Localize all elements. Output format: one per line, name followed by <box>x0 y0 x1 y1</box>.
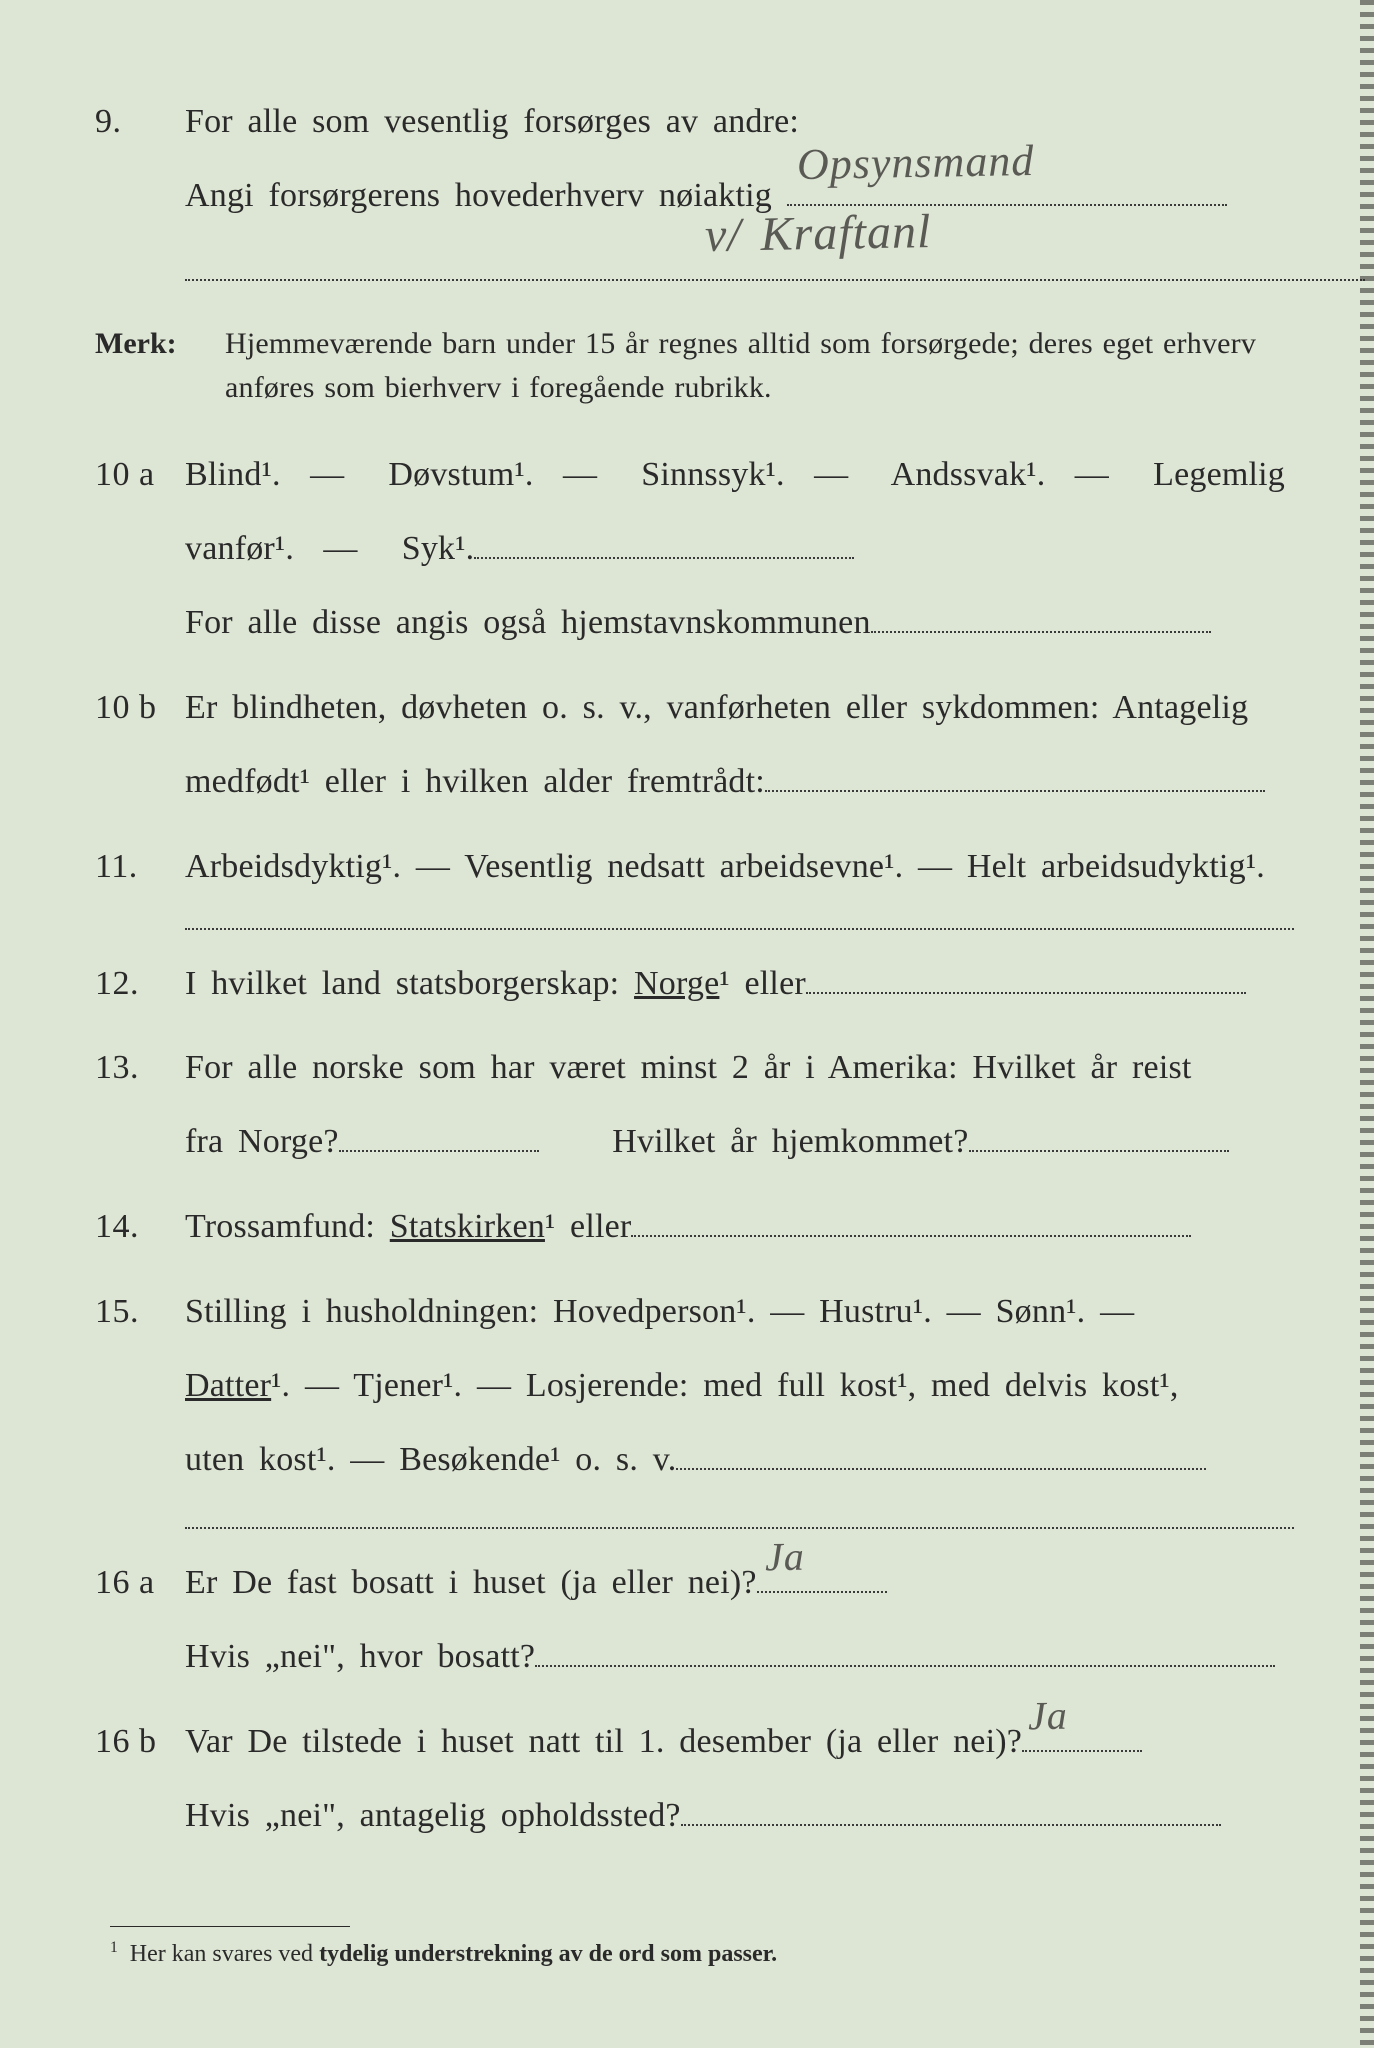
q16b-number: 16 b <box>95 1710 185 1775</box>
q15-line2: Datter¹. — Tjener¹. — Losjerende: med fu… <box>95 1353 1294 1419</box>
q10b-line2-text: medfødt¹ eller i hvilken alder fremtrådt… <box>185 763 765 800</box>
q11-row: 11. Arbeidsdyktig¹. — Vesentlig nedsatt … <box>95 835 1294 900</box>
q15-row1: 15. Stilling i husholdningen: Hovedperso… <box>95 1280 1294 1345</box>
q10a-line3: For alle disse angis også hjemstavnskomm… <box>95 590 1294 656</box>
q15-line3: uten kost¹. — Besøkende¹ o. s. v. <box>95 1427 1294 1493</box>
q10a-number: 10 a <box>95 443 185 508</box>
q10a-opt-syk: Syk¹. <box>402 530 475 567</box>
q16b-handwriting: Ja <box>1027 1678 1068 1755</box>
q12-post: ¹ eller <box>719 965 806 1002</box>
q16a-handwriting: Ja <box>764 1519 805 1596</box>
q16a-row1: 16 a Er De fast bosatt i huset (ja eller… <box>95 1551 1294 1616</box>
merk-text: Hjemmeværende barn under 15 år regnes al… <box>225 322 1294 409</box>
q16b-line2-text: Hvis „nei", antagelig opholdssted? <box>185 1797 681 1834</box>
q14-row: 14. Trossamfund: Statskirken¹ eller <box>95 1195 1294 1260</box>
q10b-row1: 10 b Er blindheten, døvheten o. s. v., v… <box>95 676 1294 741</box>
q12-underlined: Norge <box>634 965 719 1002</box>
q13-ans1-line[interactable] <box>339 1150 539 1152</box>
q10a-line2: vanfør¹. — Syk¹. <box>95 516 1294 582</box>
q13-line2b: Hvilket år hjemkommet? <box>612 1123 968 1160</box>
q10a-opt-sinnssyk: Sinnssyk¹. <box>641 456 785 493</box>
q13-line1: For alle norske som har været minst 2 år… <box>185 1036 1294 1101</box>
q16a-number: 16 a <box>95 1551 185 1616</box>
q9-answer2-line[interactable]: v/ Kraftanl <box>185 235 1365 281</box>
q9-line2: Angi forsørgerens hovederhverv nøiaktig … <box>95 163 1294 229</box>
q11-number: 11. <box>95 835 185 900</box>
q10a-opt-blind: Blind¹. <box>185 456 281 493</box>
footnote-bold: tydelig understrekning av de ord som pas… <box>319 1941 777 1967</box>
q10b-answer-line[interactable] <box>765 790 1265 792</box>
q12-number: 12. <box>95 952 185 1017</box>
q9-line1: For alle som vesentlig forsørges av andr… <box>185 90 1294 155</box>
footnote-sup: 1 <box>110 1939 118 1956</box>
q12-text: I hvilket land statsborgerskap: Norge¹ e… <box>185 952 1294 1017</box>
q9-handwriting2: v/ Kraftanl <box>704 185 932 283</box>
q10a-row1: 10 a Blind¹. — Døvstum¹. — Sinnssyk¹. — … <box>95 443 1294 508</box>
footnote-pre: Her kan svares ved <box>130 1941 319 1967</box>
q15-extra-line[interactable] <box>185 1527 1294 1529</box>
q13-row1: 13. For alle norske som har været minst … <box>95 1036 1294 1101</box>
q16b-line1-text: Var De tilstede i huset natt til 1. dese… <box>185 1723 1022 1760</box>
q16a-line1-text: Er De fast bosatt i huset (ja eller nei)… <box>185 1564 757 1601</box>
q14-text: Trossamfund: Statskirken¹ eller <box>185 1195 1294 1260</box>
q10b-line2: medfødt¹ eller i hvilken alder fremtrådt… <box>95 749 1294 815</box>
q10a-line1: Blind¹. — Døvstum¹. — Sinnssyk¹. — Andss… <box>185 443 1294 508</box>
q9-number: 9. <box>95 90 185 155</box>
q15-line2-rest: ¹. — Tjener¹. — Losjerende: med full kos… <box>271 1367 1178 1404</box>
q14-pre: Trossamfund: <box>185 1208 390 1245</box>
q13-number: 13. <box>95 1036 185 1101</box>
q15-datter-underlined: Datter <box>185 1367 271 1404</box>
q13-line2: fra Norge? Hvilket år hjemkommet? <box>95 1109 1294 1175</box>
q11-text: Arbeidsdyktig¹. — Vesentlig nedsatt arbe… <box>185 835 1294 900</box>
q16a-bosatt-line[interactable] <box>535 1665 1275 1667</box>
q11-answer-line[interactable] <box>185 928 1294 930</box>
q12-pre: I hvilket land statsborgerskap: <box>185 965 634 1002</box>
q16a-line2-text: Hvis „nei", hvor bosatt? <box>185 1638 535 1675</box>
q9-row1: 9. For alle som vesentlig forsørges av a… <box>95 90 1294 155</box>
q10a-kommune-line[interactable] <box>871 631 1211 633</box>
q14-underlined: Statskirken <box>390 1208 545 1245</box>
q10a-opt-andssvak: Andssvak¹. <box>891 456 1046 493</box>
q15-line1: Stilling i husholdningen: Hovedperson¹. … <box>185 1280 1294 1345</box>
q13-ans2-line[interactable] <box>969 1150 1229 1152</box>
q15-number: 15. <box>95 1280 185 1345</box>
page-perforation-edge <box>1360 0 1374 2048</box>
q15-line3-text: uten kost¹. — Besøkende¹ o. s. v. <box>185 1441 676 1478</box>
q16b-line2: Hvis „nei", antagelig opholdssted? <box>95 1783 1294 1849</box>
q16b-row1: 16 b Var De tilstede i huset natt til 1.… <box>95 1710 1294 1775</box>
q9-line3: v/ Kraftanl <box>95 235 1294 304</box>
q13-line2a: fra Norge? <box>185 1123 339 1160</box>
q9-line2-label: Angi forsørgerens hovederhverv nøiaktig <box>185 177 772 214</box>
merk-note: Merk: Hjemmeværende barn under 15 år reg… <box>95 322 1294 409</box>
q16a-line1: Er De fast bosatt i huset (ja eller nei)… <box>185 1551 1294 1616</box>
q10a-line3-text: For alle disse angis også hjemstavnskomm… <box>185 604 871 641</box>
merk-label: Merk: <box>95 322 225 409</box>
q10a-opt-dovstum: Døvstum¹. <box>388 456 533 493</box>
q10a-opt-legemlig: Legemlig <box>1153 456 1285 493</box>
q16b-line1: Var De tilstede i huset natt til 1. dese… <box>185 1710 1294 1775</box>
q10a-syk-line[interactable] <box>474 557 854 559</box>
q10a-opt-vanfor: vanfør¹. <box>185 530 294 567</box>
q16a-line2: Hvis „nei", hvor bosatt? <box>95 1624 1294 1690</box>
q16a-answer-line[interactable]: Ja <box>757 1591 887 1593</box>
q14-number: 14. <box>95 1195 185 1260</box>
q10b-line1: Er blindheten, døvheten o. s. v., vanfør… <box>185 676 1294 741</box>
q15-answer-line[interactable] <box>676 1468 1206 1470</box>
q10b-number: 10 b <box>95 676 185 741</box>
q16b-answer-line[interactable]: Ja <box>1022 1750 1142 1752</box>
q12-answer-line[interactable] <box>806 992 1246 994</box>
footnote: 1 Her kan svares ved tydelig understrekn… <box>110 1912 1294 1968</box>
q14-answer-line[interactable] <box>631 1235 1191 1237</box>
q14-post: ¹ eller <box>545 1208 632 1245</box>
q12-row: 12. I hvilket land statsborgerskap: Norg… <box>95 952 1294 1017</box>
q16b-opphold-line[interactable] <box>681 1824 1221 1826</box>
census-form-page: 9. For alle som vesentlig forsørges av a… <box>95 90 1294 1849</box>
